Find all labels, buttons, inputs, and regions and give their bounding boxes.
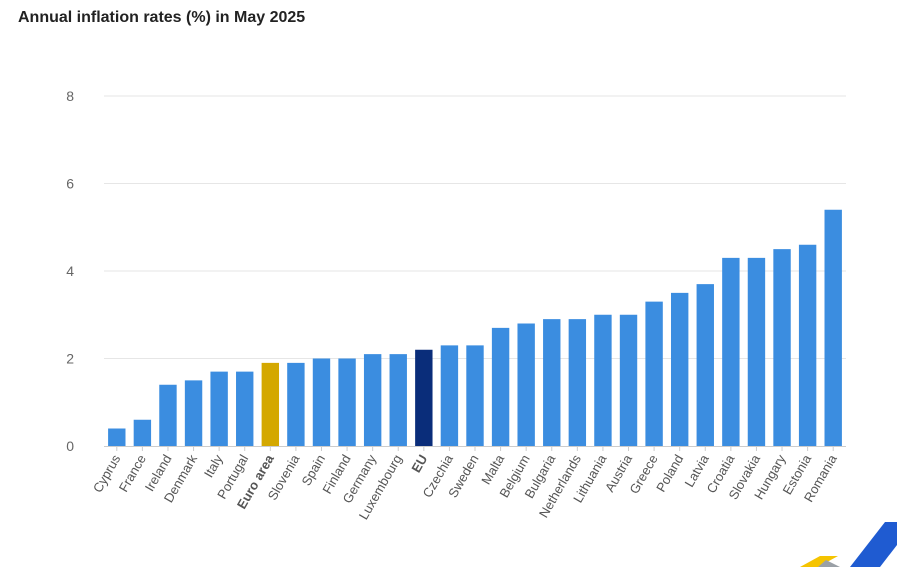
chart-title: Annual inflation rates (%) in May 2025	[18, 9, 306, 26]
x-category-label: Italy	[201, 452, 226, 481]
y-tick-label: 6	[66, 176, 74, 192]
bar[interactable]	[491, 327, 510, 446]
bar[interactable]	[363, 354, 382, 446]
bar[interactable]	[466, 345, 484, 446]
bar[interactable]	[722, 257, 740, 446]
logo-yellow-stripe	[800, 556, 838, 567]
bar[interactable]	[747, 257, 766, 446]
bar[interactable]	[159, 384, 177, 446]
bar[interactable]	[261, 362, 280, 446]
bar[interactable]	[415, 349, 433, 446]
bar[interactable]	[645, 301, 663, 446]
bar[interactable]	[670, 292, 689, 446]
y-tick-label: 8	[66, 88, 74, 104]
bars	[108, 209, 842, 447]
bar[interactable]	[389, 354, 407, 446]
bar[interactable]	[338, 358, 356, 447]
y-axis-ticks: 0 2 4 6 8	[66, 88, 74, 454]
y-tick-label: 4	[66, 263, 74, 279]
bar[interactable]	[543, 319, 561, 446]
bar[interactable]	[184, 380, 203, 446]
y-tick-label: 0	[66, 438, 74, 454]
bar[interactable]	[108, 428, 126, 447]
bar[interactable]	[210, 371, 228, 446]
logo-mark	[800, 522, 897, 567]
bar[interactable]	[312, 358, 331, 447]
y-tick-label: 2	[66, 351, 74, 367]
bar[interactable]	[773, 249, 791, 446]
bar[interactable]	[568, 319, 587, 446]
bar[interactable]	[287, 362, 305, 446]
bar[interactable]	[594, 314, 612, 446]
x-category-label: EU	[408, 452, 430, 475]
bar[interactable]	[619, 314, 638, 446]
bar[interactable]	[133, 419, 152, 446]
bar[interactable]	[440, 345, 459, 446]
bar[interactable]	[517, 323, 535, 447]
bar[interactable]	[798, 244, 817, 446]
bar[interactable]	[236, 371, 254, 446]
bar[interactable]	[696, 284, 714, 446]
logo-blue-stripe	[850, 522, 897, 567]
bar[interactable]	[824, 209, 842, 446]
logo-grey-stripe	[818, 560, 840, 567]
